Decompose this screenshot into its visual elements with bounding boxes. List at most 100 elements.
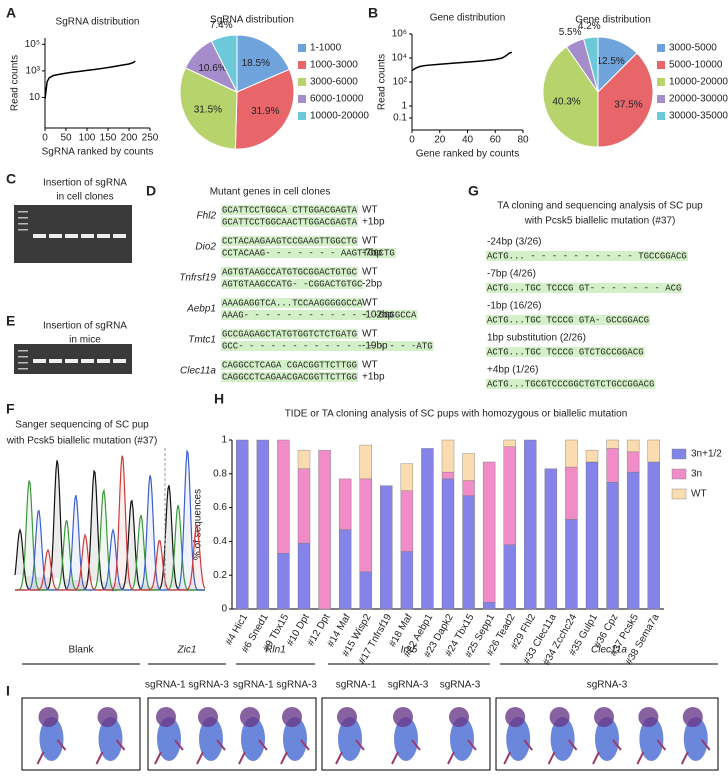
embryo-body	[506, 717, 531, 761]
embryo-head	[682, 707, 703, 727]
y-tick-label: 1	[401, 101, 407, 112]
sequence: CAGGCCTCAGA CGACGGTTCTTGG	[222, 360, 357, 370]
y-tick-label: 0.4	[213, 536, 227, 547]
sequence: CAGGCCTCAGAACGACGGTTCTTGG	[222, 372, 357, 382]
bar-segment	[297, 542, 311, 610]
y-tick-label: 10³	[26, 66, 41, 77]
slice-label: 12.5%	[596, 56, 624, 67]
bar-segment	[338, 529, 352, 610]
sequence: GCATTCCTGGCAACTTGGACGAGTA	[222, 217, 358, 227]
gene-name: Tnfrsf19	[179, 273, 216, 284]
bar-segment	[400, 463, 414, 491]
guide-label: sgRNA-1	[336, 680, 377, 691]
bar-segment	[503, 446, 516, 545]
seq-highlight	[221, 329, 358, 339]
bar-segment	[236, 439, 249, 610]
embryo-head	[38, 707, 59, 727]
x-tick-label: 150	[100, 133, 117, 144]
panel-title: TA cloning and sequencing analysis of SC…	[497, 201, 703, 212]
embryo-body	[241, 717, 265, 761]
gel-band	[49, 359, 62, 363]
group-label: Zic1	[177, 645, 197, 656]
bar-segment	[606, 482, 619, 610]
embryo-head	[282, 707, 302, 727]
embryo-head	[449, 707, 469, 727]
x-tick-label: 20	[434, 135, 446, 146]
y-tick-label: 0.1	[393, 113, 407, 124]
bar-segment	[359, 571, 372, 610]
gel-band	[33, 234, 46, 238]
seq-highlight	[221, 279, 364, 289]
ladder-band	[18, 217, 28, 219]
y-tick-label: 10²	[393, 77, 408, 88]
bar-segment	[359, 444, 372, 480]
mutation-label: +1bp	[362, 372, 385, 383]
slice-label: 31.5%	[194, 105, 222, 116]
mutation-label: +1bp	[362, 217, 385, 228]
chart-title: SgRNA distribution	[210, 15, 294, 26]
legend-swatch	[671, 448, 687, 460]
bar-segment	[400, 490, 414, 552]
sequence: AAAGAGGTCA...TCCAAGGGGGCCA	[222, 298, 363, 308]
legend-swatch	[657, 112, 665, 120]
bar-segment	[462, 495, 475, 610]
group-label: Rln1	[265, 645, 286, 656]
sequence: AGTGTAAGCCATG- -CGGACTGTGC	[222, 279, 363, 289]
legend-swatch	[657, 95, 665, 103]
embryo-body	[39, 717, 64, 761]
bar-segment	[318, 449, 331, 610]
bar-segment	[462, 480, 475, 496]
legend-label: 20000-30000	[669, 94, 728, 105]
gene-name: Fhl2	[197, 211, 217, 222]
bar-segment	[606, 439, 619, 449]
seq-highlight	[221, 310, 418, 320]
sequence: ACTG...TGCGTCCCGGCTGTCTGCCGGACG	[487, 379, 654, 389]
group-label: Clec11a	[591, 645, 627, 656]
bar-segment	[277, 553, 290, 610]
gel-title: Insertion of sgRNA	[43, 321, 127, 332]
bar-segment	[626, 451, 640, 473]
sequence: GCCGAGAGCTATGTGGTCTCTGATG	[222, 329, 357, 339]
seq-highlight	[221, 205, 358, 215]
panel-title: with Pcsk5 biallelic mutation (#37)	[6, 436, 158, 447]
slice-label: 10.6%	[198, 63, 226, 74]
seq-highlight	[221, 298, 364, 308]
sequence: ACTG...TGC TCCCG GTA- GCCGGACG	[487, 315, 649, 325]
ladder-band	[18, 362, 28, 364]
legend-label: 10000-20000	[669, 77, 728, 88]
panel-label: B	[368, 5, 378, 21]
sequence: CCTACAAG- - - - - - - AAGTTGGCTG	[222, 248, 395, 258]
legend-swatch	[298, 95, 306, 103]
sequence: AAAG- - - - - - - - - - - - -GGGGCCA	[222, 310, 417, 320]
ladder-band	[18, 368, 28, 370]
embryo-body	[283, 717, 307, 761]
gene-name: Aebp1	[186, 304, 216, 315]
embryo-limb	[95, 739, 126, 765]
chromatogram-trace	[14, 480, 205, 591]
seq-highlight	[221, 248, 396, 258]
seq-highlight	[221, 236, 358, 246]
mutation-label: WT	[362, 267, 378, 278]
chart-title: SgRNA distribution	[56, 17, 140, 28]
embryo-head	[393, 707, 413, 727]
sequence: GCC- - - - - - - - - - - - - - - - -ATG	[222, 341, 433, 351]
bar-segment	[647, 439, 660, 463]
embryo-limb	[547, 739, 578, 765]
gene-name: Clec11a	[180, 366, 216, 377]
sequence: ACTG... - - - - - - - - - - TGCCGGACG	[487, 251, 687, 261]
chart-title: Gene distribution	[430, 13, 506, 24]
slice-label: 40.3%	[552, 97, 580, 108]
embryo-limb	[592, 739, 622, 765]
guide-label: sgRNA-3	[440, 680, 481, 691]
gel-band	[113, 359, 126, 363]
seq-highlight	[486, 315, 650, 325]
sequence: ACTG...TGC TCCCG GTCTGCCGGACG	[487, 347, 644, 357]
bar-segment	[441, 478, 455, 610]
embryo-limb	[196, 739, 226, 765]
embryo-body	[98, 717, 123, 761]
embryo-head	[549, 707, 570, 727]
pie-slice	[597, 52, 654, 148]
sequence: AGTGTAAGCCATGTGCGGACTGTGC	[222, 267, 358, 277]
pie-slice	[583, 36, 599, 93]
bar-segment	[338, 478, 352, 530]
